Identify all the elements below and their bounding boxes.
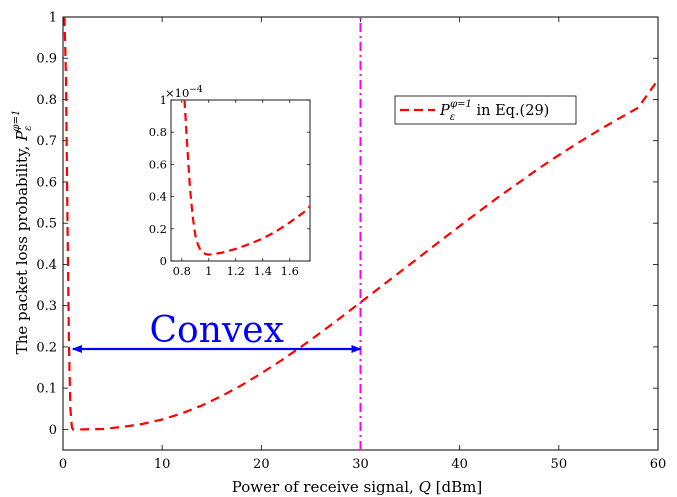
inset-y-tick-label: 0.2 [149,222,167,236]
x-tick-label: 30 [352,457,369,472]
inset-y-tick-label: 0.8 [149,125,167,139]
y-axis-ticks: 0 0.1 0.2 0.3 0.4 0.5 0.6 0.7 0.8 0.9 1 [36,11,658,438]
inset-exponent: ×10−4 [165,85,203,100]
y-tick-label: 0.6 [36,175,57,190]
inset-x-ticks: 0.8 1 1.2 1.4 1.6 [173,100,299,278]
inset-series-line [183,99,311,256]
y-tick-label: 0.1 [36,382,57,397]
inset-x-tick-label: 1.4 [254,264,272,278]
x-tick-label: 60 [650,457,667,472]
inset-x-tick-label: 1 [205,264,212,278]
x-axis-label: Power of receive signal, Q [dBm] [232,478,482,496]
inset-x-tick-label: 1.6 [281,264,299,278]
legend: Pεφ=1 in Eq.(29) [394,95,577,125]
inset-y-ticks: 0 0.2 0.4 0.6 0.8 1 [149,93,310,268]
x-tick-label: 20 [253,457,270,472]
inset-y-tick-label: 0 [160,254,167,268]
y-tick-label: 0.2 [36,340,57,355]
inset-plot-area [170,99,311,262]
y-tick-label: 0.8 [36,93,57,108]
x-tick-label: 10 [154,457,171,472]
y-tick-label: 0.5 [36,217,57,232]
y-axis-label: The packet loss probability, Pεφ=1 [11,110,34,355]
y-tick-label: 0.3 [36,299,57,314]
y-tick-label: 0.7 [36,134,57,149]
inset-y-tick-label: 1 [160,93,167,107]
inset-y-tick-label: 0.6 [149,157,167,171]
convex-label: Convex [150,310,284,351]
inset-x-tick-label: 0.8 [173,264,191,278]
x-tick-label: 50 [551,457,568,472]
x-tick-label: 0 [59,457,67,472]
x-tick-label: 40 [451,457,468,472]
y-tick-label: 0 [49,423,57,438]
y-tick-label: 0.4 [36,258,57,273]
y-tick-label: 1 [49,11,57,26]
inset-y-tick-label: 0.4 [149,190,167,204]
inset-x-tick-label: 1.2 [227,264,245,278]
x-axis-ticks: 0 10 20 30 40 50 60 [59,17,666,472]
legend-label: Pεφ=1 in Eq.(29) [439,99,549,123]
y-tick-label: 0.9 [36,52,57,67]
